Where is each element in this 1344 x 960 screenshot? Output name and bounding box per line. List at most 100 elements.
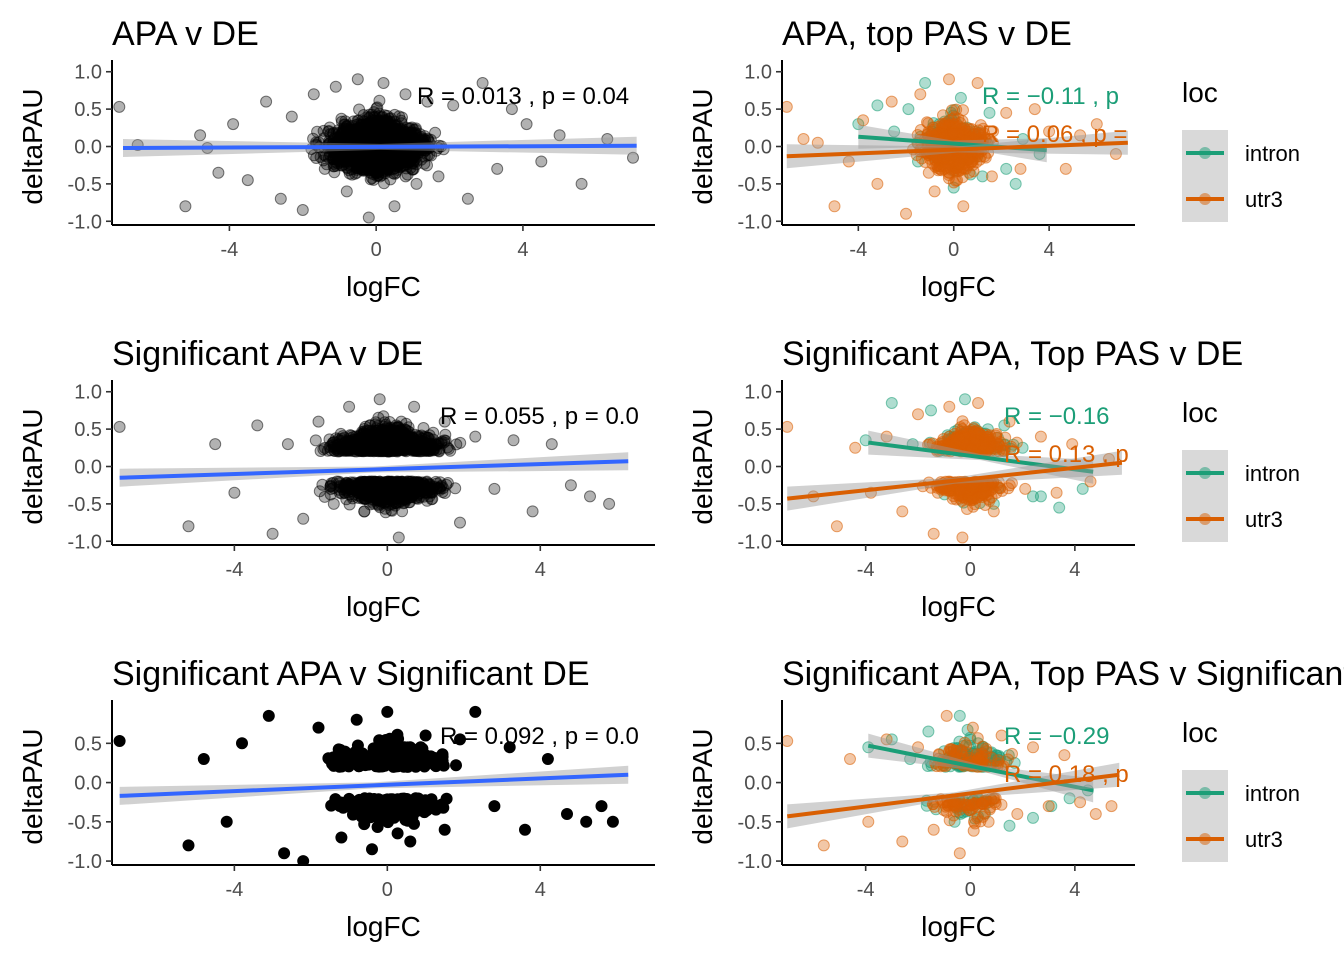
- data-point: [209, 438, 222, 451]
- data-point: [297, 512, 310, 525]
- legend-label-utr3: utr3: [1245, 827, 1283, 852]
- legend-key-point: [1199, 147, 1211, 159]
- data-point: [373, 393, 386, 406]
- x-tick-label: 0: [965, 559, 976, 581]
- data-point: [488, 482, 501, 495]
- x-tick-label: -4: [225, 559, 243, 581]
- data-point: [957, 200, 970, 213]
- data-point: [296, 204, 309, 216]
- data-point: [603, 497, 616, 510]
- panel-title: APA, top PAS v DE: [782, 15, 1072, 53]
- data-point: [343, 400, 356, 413]
- fit-line-utr3: [787, 460, 1123, 501]
- data-point: [285, 110, 298, 123]
- data-point: [491, 162, 504, 175]
- fit-line-intron: [868, 440, 1094, 474]
- x-tick-label: -4: [221, 239, 239, 261]
- data-point: [885, 397, 898, 409]
- data-point: [447, 99, 460, 112]
- x-axis-title: logFC: [921, 271, 996, 302]
- x-tick-label: 4: [1044, 239, 1055, 261]
- panel-title: Significant APA v DE: [112, 335, 423, 373]
- y-tick-label: 1.0: [744, 62, 772, 84]
- stat-label: R = 0.013 , p = 0.04: [417, 83, 629, 110]
- data-point: [1003, 415, 1016, 428]
- data-point: [220, 815, 233, 828]
- data-point: [535, 155, 548, 168]
- stat-label: R = −0.29: [1004, 723, 1109, 750]
- data-point: [561, 808, 573, 820]
- fit-line-utr3: [786, 772, 1120, 819]
- panel-title: Significant APA, Top PAS v Significant D…: [782, 655, 1344, 693]
- data-point: [197, 753, 210, 765]
- data-point: [817, 839, 830, 852]
- x-tick-label: 4: [1069, 559, 1080, 581]
- data-point: [307, 88, 320, 101]
- data-point: [1058, 749, 1071, 762]
- data-point: [438, 823, 451, 836]
- data-point: [912, 408, 924, 421]
- legend-key-point: [1199, 787, 1211, 799]
- data-point: [1089, 808, 1102, 820]
- plot-area: R = 0.055 , p = 0.0: [113, 393, 639, 544]
- data-point: [1027, 741, 1039, 754]
- data-point: [335, 831, 348, 844]
- plot-area: R = −0.11 , p R = 0.06 , p =: [782, 73, 1128, 220]
- data-point: [925, 404, 937, 417]
- data-point: [1027, 490, 1039, 503]
- panel-1: APA v DE R = 0.013 , p = 0.04 -1.0 -0.5 0.0 0…: [17, 15, 655, 302]
- data-point: [1028, 103, 1041, 116]
- data-point: [1074, 796, 1087, 809]
- data-point: [564, 479, 577, 492]
- x-tick-label: 4: [517, 239, 528, 261]
- data-point: [1109, 148, 1122, 160]
- y-tick-label: -0.5: [738, 494, 772, 516]
- data-point: [830, 520, 843, 533]
- data-point: [1014, 162, 1027, 175]
- data-point: [627, 151, 639, 164]
- data-point: [1084, 475, 1097, 488]
- data-point: [1050, 486, 1063, 499]
- data-point: [871, 177, 884, 190]
- data-point: [520, 118, 533, 131]
- panel-6: Significant APA, Top PAS v Significant D…: [687, 655, 1344, 942]
- data-point: [404, 835, 417, 848]
- y-tick-label: -1.0: [68, 851, 102, 873]
- x-axis-title: logFC: [346, 911, 421, 942]
- y-tick-label: 0.0: [74, 773, 102, 795]
- data-point: [1034, 430, 1047, 443]
- data-point: [922, 725, 935, 738]
- data-point: [1090, 118, 1103, 131]
- data-point: [113, 735, 126, 747]
- x-tick-label: 4: [535, 879, 546, 901]
- y-tick-label: -1.0: [738, 531, 772, 553]
- data-point: [260, 95, 273, 108]
- x-axis-title: logFC: [921, 911, 996, 942]
- data-point: [182, 839, 195, 852]
- y-axis-title: deltaPAU: [687, 728, 718, 844]
- fit-line-all: [119, 459, 629, 480]
- panel-4: Significant APA, Top PAS v DER = −0.16R …: [687, 335, 1300, 622]
- point-cloud: [309, 410, 467, 519]
- stat-label: R = −0.11 , p: [982, 83, 1119, 110]
- data-point: [811, 136, 824, 149]
- data-point: [972, 397, 985, 409]
- data-point: [432, 170, 445, 183]
- data-point: [927, 823, 940, 836]
- data-point: [541, 753, 554, 765]
- plot-area: R = 0.092 , p = 0.0: [113, 705, 639, 865]
- data-point: [902, 103, 915, 116]
- data-point: [503, 741, 516, 754]
- panel-title: Significant APA, Top PAS v DE: [782, 335, 1243, 373]
- data-point: [421, 95, 434, 108]
- data-point: [545, 438, 558, 451]
- data-point: [358, 505, 371, 518]
- data-point: [274, 192, 287, 205]
- data-point: [388, 200, 401, 213]
- data-point: [227, 118, 240, 131]
- data-point: [940, 709, 953, 722]
- data-point: [912, 741, 924, 754]
- data-point: [212, 166, 225, 179]
- data-point: [327, 497, 340, 510]
- data-point: [995, 729, 1008, 742]
